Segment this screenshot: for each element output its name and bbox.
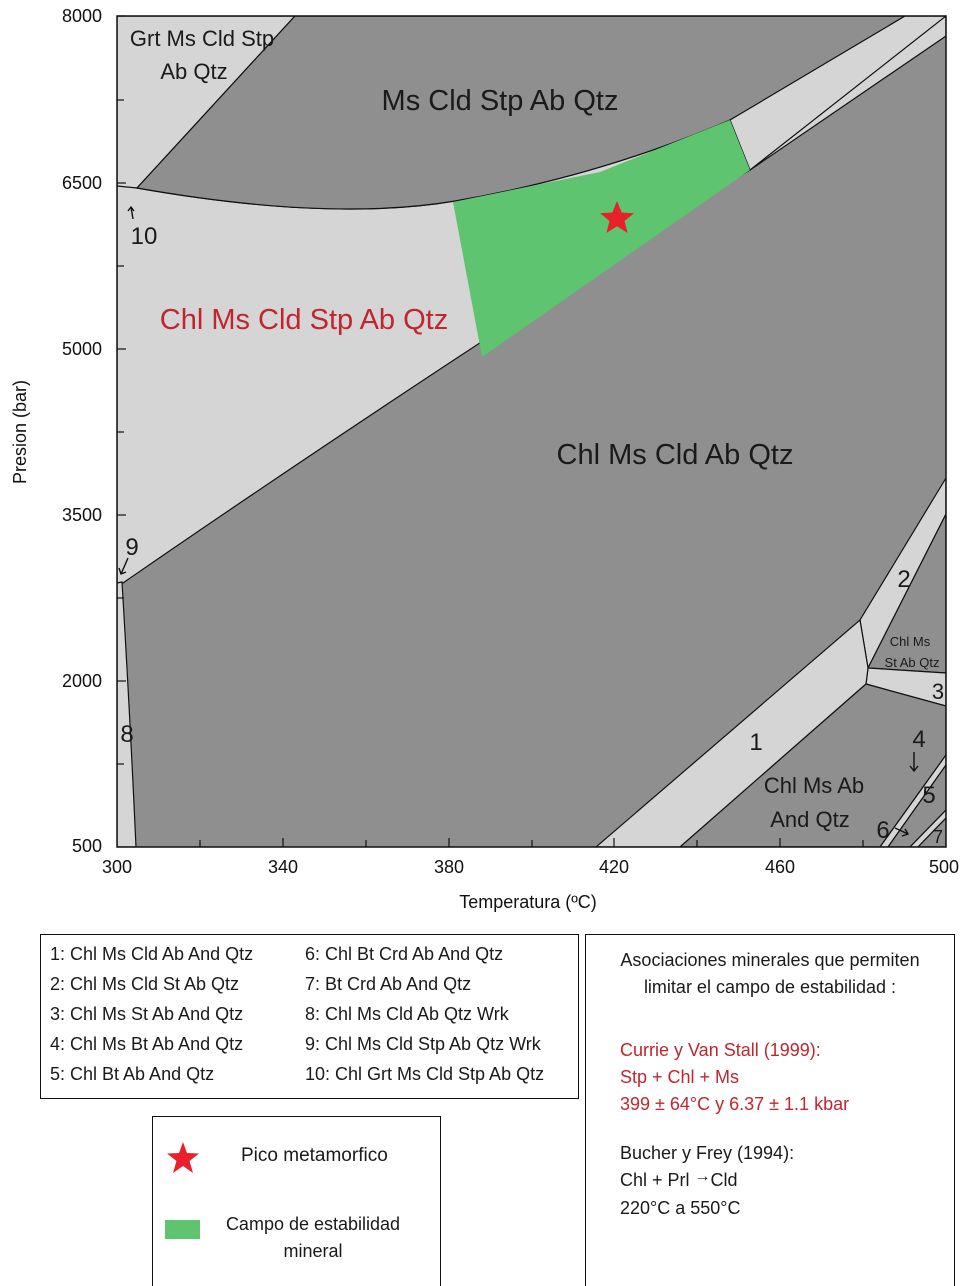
field-label: And Qtz (770, 807, 849, 832)
tick-marks (117, 15, 864, 847)
legend-item: 4: Chl Ms Bt Ab And Qtz (50, 1034, 244, 1054)
field-number: 3 (932, 679, 944, 704)
y-tick: 3500 (62, 505, 102, 525)
legend-item: 8: Chl Ms Cld Ab Qtz Wrk (305, 1004, 509, 1024)
field-label: Ms Cld Stp Ab Qtz (382, 85, 619, 117)
symbol-legend: Pico metamorfico Campo de estabilidad mi… (152, 1116, 441, 1286)
field-label: Chl Ms (890, 634, 931, 649)
stability-field-swatch (165, 1220, 200, 1239)
field-label: Grt Ms Cld Stp (130, 26, 274, 51)
product: Cld (710, 1170, 738, 1190)
field-number: 10 (131, 223, 158, 250)
field-label: Ab Qtz (160, 59, 227, 84)
field-number: 1 (749, 729, 762, 756)
legend-item: 10: Chl Grt Ms Cld Stp Ab Qtz (305, 1064, 545, 1084)
field-legend-line: Campo de estabilidad (225, 1214, 401, 1234)
field-number: 5 (922, 782, 935, 809)
legend-item: 1: Chl Ms Cld Ab And Qtz (50, 944, 254, 964)
legend-item: 3: Chl Ms St Ab And Qtz (50, 1004, 244, 1024)
field-number: 2 (897, 566, 910, 593)
metamorphic-peak-star (600, 201, 634, 233)
x-tick: 500 (929, 857, 959, 877)
field-number: 4 (912, 726, 925, 753)
legend-item: 7: Bt Crd Ab And Qtz (305, 974, 472, 994)
reference-line: Bucher y Frey (1994): (620, 1143, 795, 1163)
y-tick: 500 (72, 836, 102, 856)
star-icon (167, 1142, 199, 1173)
heading-line: Asociaciones minerales que permiten (620, 950, 920, 970)
references-box: Asociaciones minerales que permiten limi… (585, 934, 955, 1286)
reference-line: 399 ± 64°C y 6.37 ± 1.1 kbar (620, 1094, 850, 1114)
field-number: 8 (120, 721, 133, 748)
field-legend-line: mineral (283, 1241, 343, 1261)
field-4 (879, 753, 946, 847)
x-tick: 340 (268, 857, 298, 877)
y-tick: 2000 (62, 671, 102, 691)
heading-line: limitar el campo de estabilidad : (643, 977, 897, 997)
assemblage-legend: 1: Chl Ms Cld Ab And Qtz 2: Chl Ms Cld S… (40, 934, 579, 1099)
field-label: Chl Ms Cld Stp Ab Qtz (160, 304, 449, 336)
legend-item: 2: Chl Ms Cld St Ab Qtz (50, 974, 240, 994)
field-number: 9 (125, 534, 138, 561)
field-6 (909, 809, 946, 847)
stability-field (453, 120, 750, 357)
x-tick: 460 (765, 857, 795, 877)
field-label: St Ab Qtz (885, 655, 940, 670)
field-5 (887, 763, 946, 847)
reactants: Chl + Prl (620, 1170, 690, 1190)
legend-item: 5: Chl Bt Ab And Qtz (50, 1064, 215, 1084)
reference-currie: Currie y Van Stall (1999): Stp + Chl + M… (620, 1037, 849, 1118)
x-tick: 420 (599, 857, 629, 877)
references-heading: Asociaciones minerales que permiten limi… (586, 947, 954, 1001)
label-arrows (118, 205, 919, 837)
reference-line: 220°C a 550°C (620, 1198, 741, 1218)
reaction-arrow-icon: → (694, 1168, 711, 1185)
legend-item: 6: Chl Bt Crd Ab And Qtz (305, 944, 504, 964)
field-number: 7 (933, 827, 943, 847)
field-legend-label: Campo de estabilidad mineral (213, 1211, 413, 1265)
field-label: Chl Ms Cld Ab Qtz (557, 439, 794, 471)
field-label: Chl Ms Ab (764, 773, 864, 798)
reaction-line: Chl + Prl →Cld (620, 1167, 794, 1195)
x-axis-label: Temperatura (ºC) (459, 892, 597, 912)
legend-item: 9: Chl Ms Cld Stp Ab Qtz Wrk (305, 1034, 541, 1054)
reference-line: Stp + Chl + Ms (620, 1067, 740, 1087)
star-legend-label: Pico metamorfico (241, 1145, 388, 1166)
x-tick: 300 (102, 857, 132, 877)
reference-line: Currie y Van Stall (1999): (620, 1040, 821, 1060)
field-number: 6 (876, 817, 889, 844)
y-tick: 6500 (62, 173, 102, 193)
y-axis-label: Presion (bar) (10, 380, 30, 484)
y-tick: 8000 (62, 6, 102, 26)
reference-bucher: Bucher y Frey (1994): Chl + Prl →Cld 220… (620, 1140, 794, 1222)
x-tick: 380 (434, 857, 464, 877)
y-tick: 5000 (62, 339, 102, 359)
field-7 (917, 817, 946, 847)
phase-diagram: 8000 6500 5000 3500 2000 500 300 340 380… (10, 6, 959, 912)
field-8 (117, 581, 137, 847)
